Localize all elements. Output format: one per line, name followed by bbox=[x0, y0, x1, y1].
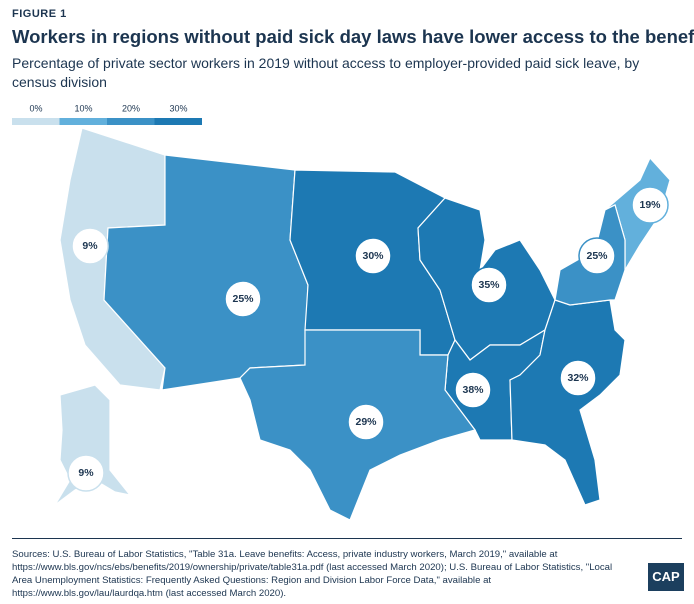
label-badge bbox=[67, 454, 105, 492]
value-label: 25% bbox=[232, 293, 254, 305]
value-label: 30% bbox=[362, 250, 384, 262]
legend-label: 30% bbox=[169, 103, 187, 113]
legend-label: 10% bbox=[74, 103, 92, 113]
figure-label: FIGURE 1 bbox=[12, 8, 67, 20]
value-label: 29% bbox=[355, 416, 377, 428]
value-label: 25% bbox=[586, 250, 608, 262]
value-label: 35% bbox=[478, 279, 500, 291]
chart-subtitle: Percentage of private sector workers in … bbox=[12, 55, 640, 90]
label-badge bbox=[224, 280, 262, 318]
value-label: 38% bbox=[462, 384, 484, 396]
value-label: 9% bbox=[82, 240, 98, 252]
legend-label: 20% bbox=[122, 103, 140, 113]
sources: Sources: U.S. Bureau of Labor Statistics… bbox=[12, 549, 613, 599]
legend-swatch bbox=[12, 118, 60, 125]
label-badge bbox=[631, 186, 669, 224]
label-badge bbox=[470, 266, 508, 304]
label-badge bbox=[454, 371, 492, 409]
label-badge bbox=[71, 227, 109, 265]
label-badge bbox=[347, 403, 385, 441]
legend-swatch bbox=[59, 118, 107, 125]
divider bbox=[12, 538, 682, 539]
map: 0% 10% 20% 30% 9% 25% 30% 35% 38% 32% 29% 19% 25% 9% bbox=[12, 103, 671, 521]
value-label: 32% bbox=[567, 372, 589, 384]
legend-swatch bbox=[154, 118, 202, 125]
chart-title: Workers in regions without paid sick day… bbox=[12, 26, 694, 47]
value-label: 19% bbox=[639, 199, 661, 211]
label-badge bbox=[578, 237, 616, 275]
logo: CAP bbox=[648, 563, 684, 591]
legend-label: 0% bbox=[29, 103, 42, 113]
legend-swatch bbox=[107, 118, 155, 125]
value-label: 9% bbox=[78, 467, 94, 479]
label-badge bbox=[559, 359, 597, 397]
label-badge bbox=[354, 237, 392, 275]
